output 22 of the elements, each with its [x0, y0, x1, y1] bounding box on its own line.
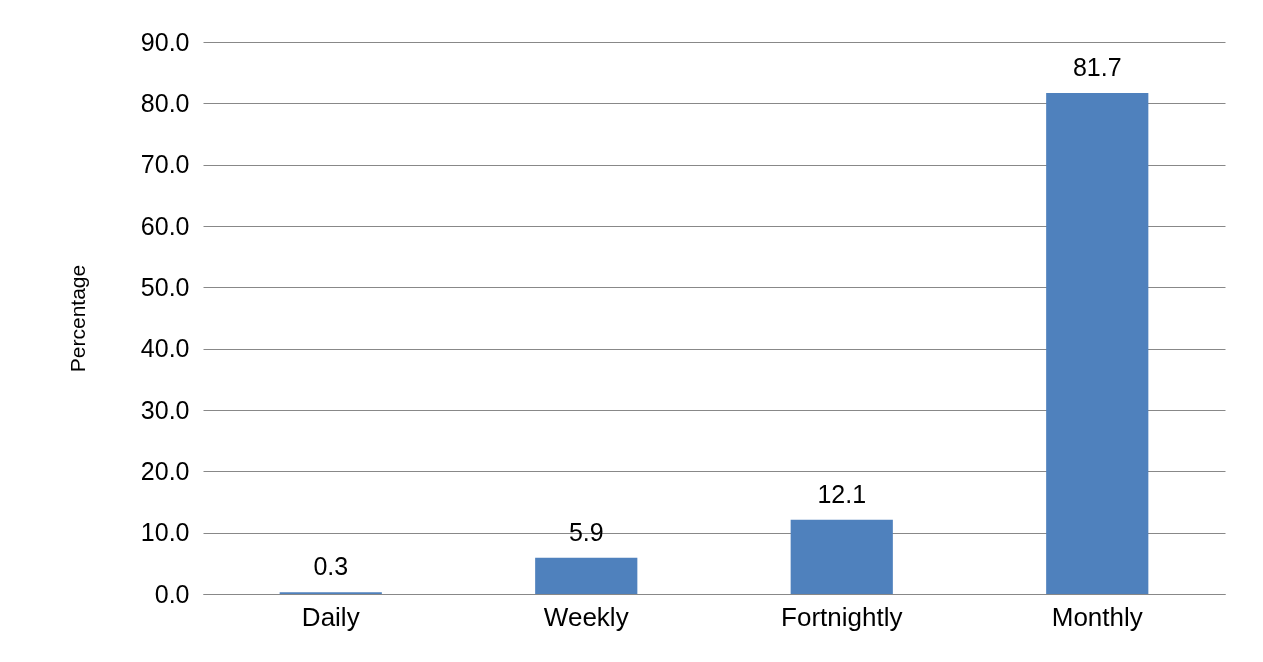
x-tick-label: Monthly	[1051, 601, 1143, 632]
data-label: 12.1	[817, 479, 867, 508]
y-tick-label: 0.0	[154, 579, 190, 608]
data-label: 81.7	[1072, 52, 1122, 81]
y-tick-label: 20.0	[140, 456, 190, 485]
y-tick-label: 60.0	[140, 211, 190, 240]
bar	[1046, 92, 1149, 594]
y-tick-label: 80.0	[140, 88, 190, 117]
x-tick-label: Daily	[301, 601, 360, 632]
x-tick-label: Fortnightly	[781, 601, 903, 632]
x-tick-label: Weekly	[543, 601, 629, 632]
data-label: 0.3	[313, 552, 349, 581]
y-tick-label: 40.0	[140, 334, 190, 363]
bar	[535, 557, 638, 594]
y-axis-title: Percentage	[65, 264, 89, 373]
y-tick-label: 10.0	[140, 518, 190, 547]
bar	[790, 519, 893, 594]
data-label: 5.9	[568, 517, 604, 546]
y-tick-label: 50.0	[140, 272, 190, 301]
y-tick-label: 70.0	[140, 150, 190, 179]
y-tick-label: 90.0	[140, 27, 190, 56]
y-tick-label: 30.0	[140, 395, 190, 424]
